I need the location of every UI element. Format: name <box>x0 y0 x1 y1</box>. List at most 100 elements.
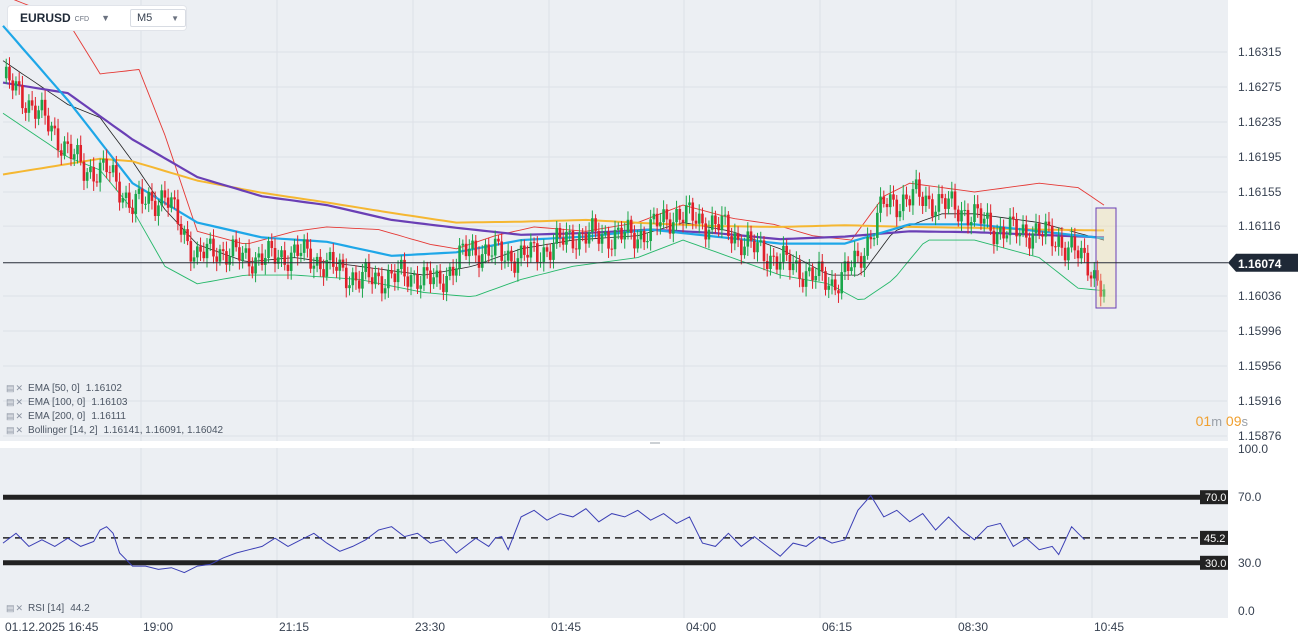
settings-close-icons[interactable]: ▤✕ <box>6 425 25 435</box>
candle-body <box>574 248 578 250</box>
candle-body <box>811 267 814 281</box>
candle-body <box>804 271 808 287</box>
candle-body <box>176 199 180 224</box>
chevron-down-icon[interactable]: ▼ <box>101 13 110 23</box>
candle-body <box>578 232 581 250</box>
candle-body <box>701 213 704 224</box>
candle-body <box>581 232 584 234</box>
candle-body <box>924 195 928 207</box>
candle-body <box>526 254 529 258</box>
candle-body <box>468 248 471 257</box>
settings-close-icons[interactable]: ▤✕ <box>6 411 25 421</box>
candle-body <box>888 194 892 208</box>
candle-body <box>432 277 435 285</box>
candle-body <box>215 256 219 262</box>
candle-body <box>966 209 970 226</box>
candle-body <box>380 276 384 294</box>
candle-body <box>238 247 241 261</box>
candle-body <box>999 226 1002 233</box>
candle-body <box>451 266 455 276</box>
price-tick-label: 1.16155 <box>1238 185 1282 199</box>
candle-body <box>192 257 196 262</box>
candle-body <box>47 115 50 132</box>
candle-body <box>471 240 474 249</box>
candle-body <box>814 275 818 281</box>
legend-bollinger[interactable]: ▤✕ Bollinger [14, 2] 1.16141, 1.16091, 1… <box>6 425 223 436</box>
candle-body <box>723 214 727 216</box>
candle-body <box>759 240 763 243</box>
legend-ema100[interactable]: ▤✕ EMA [100, 0] 1.16103 <box>6 397 127 408</box>
candle-body <box>43 99 47 116</box>
candle-body <box>1012 216 1015 220</box>
candle-body <box>607 231 610 249</box>
candle-body <box>490 255 494 257</box>
candle-body <box>393 273 397 283</box>
candle-body <box>14 81 18 91</box>
time-tick-label: 10:45 <box>1094 620 1124 634</box>
candle-body <box>1002 226 1005 239</box>
candle-body <box>455 268 458 276</box>
candle-body <box>115 165 118 182</box>
candle-body <box>102 158 105 163</box>
candle-body <box>659 222 662 227</box>
candle-body <box>587 231 591 244</box>
price-tick-label: 1.16195 <box>1238 150 1282 164</box>
settings-close-icons[interactable]: ▤✕ <box>6 383 25 393</box>
candle-body <box>545 247 549 252</box>
candle-body <box>1028 237 1031 249</box>
candle-body <box>934 211 937 217</box>
legend-rsi[interactable]: ▤✕ RSI [14] 44.2 <box>6 603 90 614</box>
legend-ema50[interactable]: ▤✕ EMA [50, 0] 1.16102 <box>6 383 122 394</box>
candle-body <box>817 261 821 276</box>
candle-body <box>325 260 329 277</box>
candle-body <box>982 218 986 224</box>
candle-body <box>869 237 873 240</box>
candle-body <box>296 244 299 256</box>
candle-body <box>730 236 733 244</box>
candle-body <box>267 241 270 259</box>
rsi-pane[interactable] <box>0 448 1228 618</box>
candle-body <box>523 245 526 255</box>
candle-body <box>1044 221 1048 237</box>
symbol-name[interactable]: EURUSD <box>20 11 71 25</box>
candle-body <box>1067 247 1070 261</box>
candle-body <box>908 199 912 206</box>
candle-body <box>756 242 759 253</box>
candle-body <box>956 209 960 222</box>
candle-body <box>568 230 571 232</box>
candle-body <box>591 218 594 232</box>
time-tick-label: 01.12.2025 16:45 <box>5 620 99 634</box>
candle-body <box>740 239 743 256</box>
candle-body <box>1015 219 1018 237</box>
candle-body <box>1050 225 1054 247</box>
candle-body <box>173 197 176 200</box>
candle-body <box>396 268 400 283</box>
candle-body <box>594 218 597 231</box>
settings-close-icons[interactable]: ▤✕ <box>6 603 25 613</box>
candle-body <box>555 227 559 244</box>
candle-body <box>681 219 685 223</box>
candle-body <box>416 274 419 289</box>
candle-body <box>108 172 112 174</box>
candle-body <box>727 214 730 237</box>
symbol-selector[interactable]: EURUSD CFD ▼ M5 ▼ <box>8 6 186 30</box>
legend-ema100-value: 1.16103 <box>91 397 128 408</box>
candle-body <box>461 243 465 246</box>
candle-body <box>4 66 8 79</box>
candle-body <box>714 215 717 225</box>
last-price-label: 1.16074 <box>1238 257 1282 271</box>
rsi-current-label: 45.2 <box>1204 533 1225 545</box>
candle-body <box>484 244 487 255</box>
candle-body <box>765 261 769 269</box>
candle-body <box>536 243 539 263</box>
candle-body <box>1086 252 1090 276</box>
candle-body <box>208 238 212 244</box>
price-tick-label: 1.15996 <box>1238 324 1282 338</box>
candle-body <box>863 255 866 268</box>
timeframe-select[interactable]: M5 ▼ <box>129 9 186 27</box>
price-tick-label: 1.16116 <box>1238 219 1281 233</box>
countdown-minutes: 01 <box>1195 413 1212 429</box>
legend-ema200[interactable]: ▤✕ EMA [200, 0] 1.16111 <box>6 411 126 422</box>
settings-close-icons[interactable]: ▤✕ <box>6 397 25 407</box>
candle-body <box>1018 233 1022 237</box>
